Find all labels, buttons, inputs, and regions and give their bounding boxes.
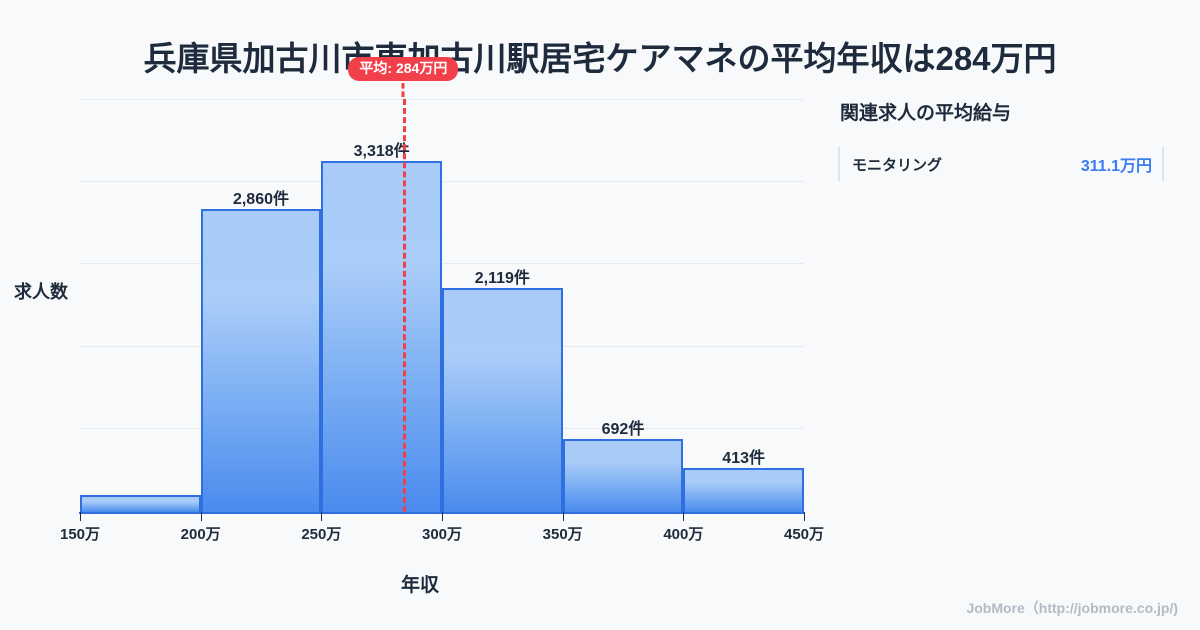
x-axis-tick-label: 350万: [542, 526, 583, 543]
x-axis-tick: [200, 512, 202, 521]
x-axis-tick-label: 400万: [663, 526, 704, 543]
x-axis-tick-label: 300万: [421, 526, 463, 543]
histogram-bar: [321, 160, 442, 512]
bar-value-label: 3,318件: [353, 142, 410, 160]
y-axis-title: 求人数: [14, 282, 68, 302]
x-axis-tick: [562, 512, 564, 521]
related-job-label: モニタリング: [852, 156, 943, 174]
histogram: 2,860件 3,318件 2,119件 692件 413件 150万 200万 250万 30…: [60, 57, 824, 543]
x-axis-tick: [321, 512, 323, 521]
histogram-bar: [442, 287, 563, 512]
x-axis-tick-label: 200万: [180, 526, 221, 543]
x-axis-tick: [442, 512, 443, 521]
related-jobs-heading: 関連求人の平均給与: [840, 103, 1012, 124]
related-jobs-panel: 関連求人の平均給与 モニタリング 311.1万円: [838, 98, 1186, 181]
x-axis-tick: [804, 512, 805, 521]
gridline: [80, 99, 804, 100]
average-line: [403, 99, 407, 512]
chart-plot-area: 求人数 年収 2,860件 3,318件 2,119件 692件 413件 150万 200…: [14, 57, 824, 596]
related-job-row: モニタリング 311.1万円: [838, 147, 1164, 181]
related-jobs-list: モニタリング 311.1万円: [838, 147, 1186, 181]
gridline: [80, 181, 804, 182]
histogram-bar: [683, 468, 804, 512]
bar-value-label: 692件: [601, 420, 645, 438]
histogram-bar: [200, 209, 322, 512]
x-axis-tick-label: 250万: [301, 526, 342, 543]
gridline: [80, 263, 804, 264]
histogram-bar: [80, 495, 201, 512]
histogram-bar: [562, 438, 684, 512]
average-line-stub: [401, 83, 405, 97]
related-job-value: 311.1万円: [1080, 158, 1152, 175]
footer-attribution: JobMore（http://jobmore.co.jp/): [966, 600, 1178, 616]
x-axis-tick: [80, 512, 81, 521]
average-badge: 平均: 284万円: [348, 57, 459, 82]
bar-value-label: 413件: [722, 450, 765, 468]
bar-value-label: 2,860件: [232, 191, 289, 209]
page-title: 兵庫県加古川市東加古川駅居宅ケアマネの平均年収は284万円: [143, 40, 1057, 77]
x-axis-title: 年収: [400, 575, 439, 596]
x-axis-tick-label: 450万: [783, 526, 825, 543]
x-axis-tick-label: 150万: [59, 526, 101, 543]
bar-value-label: 2,119件: [474, 269, 530, 287]
x-axis-tick: [683, 512, 685, 521]
